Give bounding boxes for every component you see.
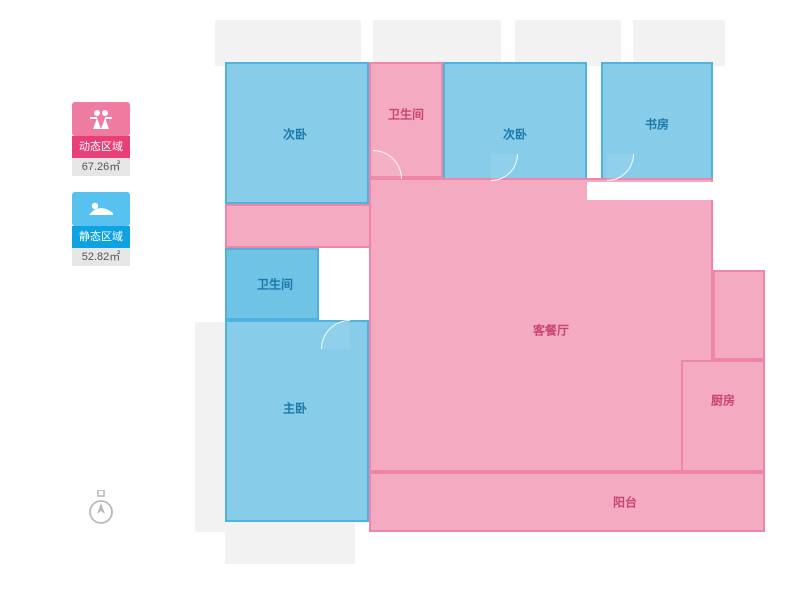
plan-shadow (373, 20, 501, 66)
room-label-bedroom2b: 次卧 (503, 126, 527, 143)
room-label-study: 书房 (645, 116, 669, 133)
legend-dynamic-label: 动态区域 (72, 136, 130, 158)
legend-dynamic: 动态区域 67.26㎡ (72, 102, 130, 176)
room-label-living: 客餐厅 (533, 322, 569, 339)
plan-shadow (515, 20, 621, 66)
legend-dynamic-value: 67.26㎡ (72, 158, 130, 176)
room-label-kitchen: 厨房 (711, 392, 735, 409)
room-label-balcony: 阳台 (613, 494, 637, 511)
rest-icon (72, 192, 130, 226)
room-kitchen (681, 360, 765, 472)
floorplan: 次卧卫生间次卧书房卫生间主卧客餐厅厨房阳台 (195, 20, 780, 580)
people-icon (72, 102, 130, 136)
room-label-bath2: 卫生间 (257, 276, 293, 293)
plan-shadow (633, 20, 725, 66)
legend-static: 静态区域 52.82㎡ (72, 192, 130, 266)
room-label-bedroom2a: 次卧 (283, 126, 307, 143)
room-label-bath1: 卫生间 (388, 106, 424, 123)
plan-shadow (225, 518, 355, 564)
plan-shadow (195, 322, 225, 532)
legend-static-label: 静态区域 (72, 226, 130, 248)
room-livext (713, 270, 765, 360)
compass-icon (86, 490, 116, 531)
canvas: 动态区域 67.26㎡ 静态区域 52.82㎡ 次卧卫生间次卧书房卫生间主卧客餐… (0, 0, 800, 600)
room-notch (587, 182, 713, 200)
plan-shadow (215, 20, 361, 66)
room-master (225, 320, 369, 522)
room-balcony (369, 472, 765, 532)
room-label-master: 主卧 (283, 400, 307, 417)
legend-static-value: 52.82㎡ (72, 248, 130, 266)
